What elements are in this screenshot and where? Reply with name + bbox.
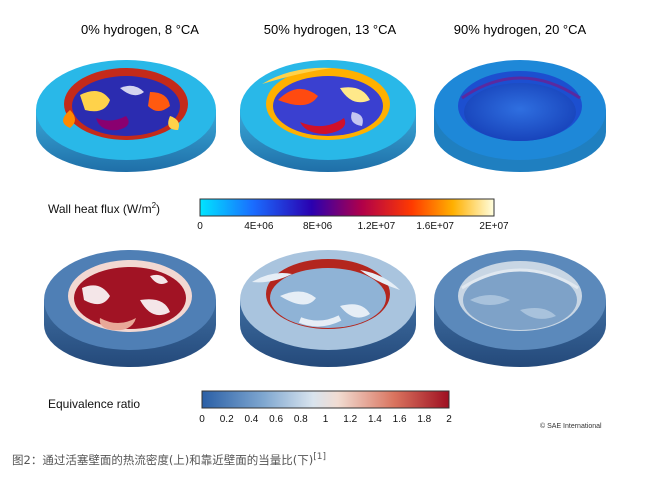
heat-flux-tick-label: 1.2E+07 [357, 221, 396, 232]
equivalence-colorbar [201, 390, 450, 409]
equivalence-tick-label: 2 [446, 414, 452, 425]
heat-flux-tick-label: 4E+06 [244, 221, 274, 232]
heat-flux-tick-label: 8E+06 [302, 221, 333, 232]
piston-heatflux-1 [240, 60, 416, 172]
equivalence-tick-label: 0.2 [219, 414, 234, 425]
equivalence-tick-label: 1.2 [343, 414, 358, 425]
column-title-2: 90% hydrogen, 20 °CA [453, 22, 587, 37]
piston-equivalence-2 [434, 250, 606, 367]
heat-flux-tick-label: 1.6E+07 [416, 221, 454, 232]
heat-flux-tick-label: 0 [197, 221, 203, 232]
equivalence-tick-label: 0.6 [269, 414, 284, 425]
piston-heatflux-2 [434, 60, 606, 172]
figure: 0% hydrogen, 8 °CA 50% hydrogen, 13 °CA … [36, 22, 606, 430]
piston-equivalence-1 [240, 250, 416, 367]
equivalence-tick-label: 1 [322, 414, 329, 425]
column-title-1: 50% hydrogen, 13 °CA [263, 22, 397, 37]
equivalence-tick-label: 0.4 [244, 414, 259, 425]
heat-flux-colorbar [199, 198, 495, 217]
equivalence-tick-label: 1.8 [417, 414, 432, 425]
piston-renderings [36, 60, 606, 409]
figure-caption: 图2：通过活塞壁面的热流密度(上)和靠近壁面的当量比(下)[1] [12, 452, 327, 467]
piston-heatflux-0 [36, 60, 216, 172]
column-title-0: 0% hydrogen, 8 °CA [81, 22, 199, 37]
credit-text: © SAE International [540, 423, 602, 430]
equivalence-tick-label: 1.4 [367, 414, 382, 425]
equivalence-label: Equivalence ratio [48, 397, 141, 411]
equivalence-tick-label: 1.6 [392, 414, 407, 425]
equivalence-tick-label: 0 [199, 414, 205, 425]
heat-flux-tick-label: 2E+07 [479, 221, 509, 232]
piston-equivalence-0 [44, 250, 216, 367]
heat-flux-label: Wall heat flux (W/m2) [48, 201, 161, 216]
equivalence-tick-label: 0.8 [293, 414, 308, 425]
